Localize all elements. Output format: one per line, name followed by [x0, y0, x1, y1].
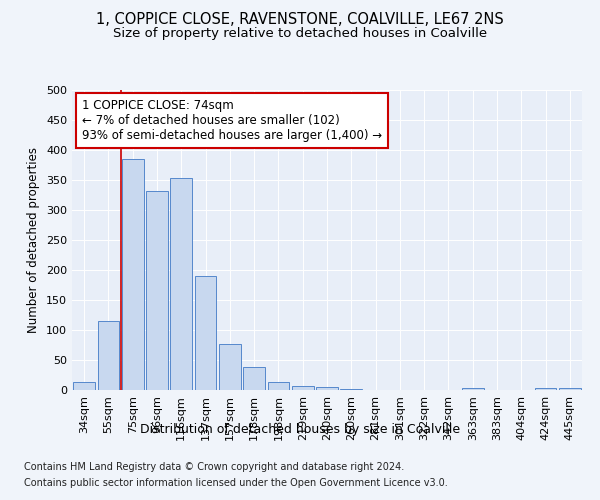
- Bar: [559, 388, 581, 390]
- Bar: [97, 321, 119, 390]
- Text: Contains HM Land Registry data © Crown copyright and database right 2024.: Contains HM Land Registry data © Crown c…: [24, 462, 404, 472]
- Bar: [268, 382, 289, 390]
- Bar: [170, 178, 192, 390]
- Bar: [292, 386, 314, 390]
- Bar: [340, 389, 362, 390]
- Text: Size of property relative to detached houses in Coalville: Size of property relative to detached ho…: [113, 28, 487, 40]
- Bar: [316, 387, 338, 390]
- Bar: [535, 388, 556, 390]
- Bar: [219, 344, 241, 390]
- Bar: [122, 159, 143, 390]
- Bar: [194, 276, 217, 390]
- Y-axis label: Number of detached properties: Number of detached properties: [28, 147, 40, 333]
- Text: Distribution of detached houses by size in Coalville: Distribution of detached houses by size …: [140, 422, 460, 436]
- Text: 1, COPPICE CLOSE, RAVENSTONE, COALVILLE, LE67 2NS: 1, COPPICE CLOSE, RAVENSTONE, COALVILLE,…: [96, 12, 504, 28]
- Bar: [146, 191, 168, 390]
- Text: Contains public sector information licensed under the Open Government Licence v3: Contains public sector information licen…: [24, 478, 448, 488]
- Text: 1 COPPICE CLOSE: 74sqm
← 7% of detached houses are smaller (102)
93% of semi-det: 1 COPPICE CLOSE: 74sqm ← 7% of detached …: [82, 99, 382, 142]
- Bar: [243, 367, 265, 390]
- Bar: [73, 382, 95, 390]
- Bar: [462, 388, 484, 390]
